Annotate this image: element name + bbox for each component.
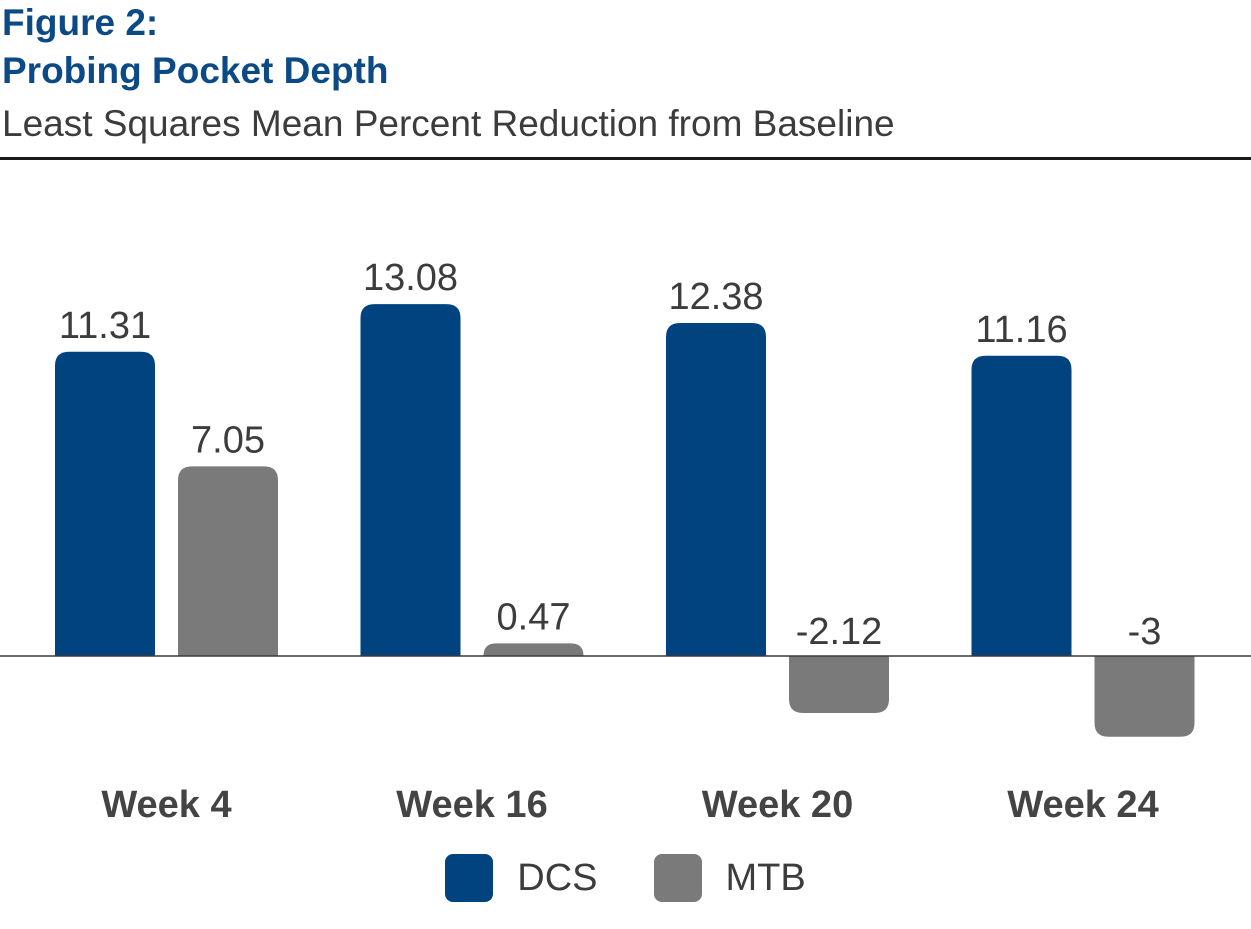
legend: DCS MTB: [0, 850, 1251, 906]
bar-dcs-week-16: [360, 304, 461, 656]
value-label-dcs-week-16: 13.08: [363, 257, 458, 299]
bar-dcs-week-24: [971, 355, 1072, 656]
legend-item-dcs: DCS: [445, 854, 598, 902]
bar-mtb-week-20: [789, 656, 889, 714]
title-divider: [0, 157, 1251, 160]
category-label-week-24: Week 24: [1007, 784, 1158, 826]
value-label-mtb-week-16: 0.47: [497, 596, 571, 638]
value-label-dcs-week-24: 11.16: [975, 309, 1067, 351]
legend-swatch-mtb: [653, 854, 702, 902]
bar-dcs-week-20: [666, 322, 766, 656]
value-label-dcs-week-4: 11.31: [59, 305, 151, 347]
category-label-week-4: Week 4: [101, 784, 231, 826]
figure-label: Figure 2:: [2, 2, 159, 43]
legend-swatch-dcs: [445, 854, 494, 902]
category-label-week-20: Week 20: [702, 784, 853, 826]
bar-dcs-week-4: [55, 351, 155, 656]
bar-mtb-week-4: [178, 466, 278, 656]
value-label-mtb-week-20: -2.12: [796, 611, 883, 653]
value-label-mtb-week-24: -3: [1128, 611, 1162, 653]
legend-item-mtb: MTB: [653, 854, 806, 902]
value-label-dcs-week-20: 12.38: [668, 276, 763, 318]
bar-mtb-week-24: [1094, 656, 1195, 737]
category-label-week-16: Week 16: [396, 784, 547, 826]
chart-title: Probing Pocket Depth: [2, 50, 389, 91]
bar-mtb-week-16: [483, 643, 584, 656]
value-label-mtb-week-4: 7.05: [191, 419, 265, 461]
chart-subtitle: Least Squares Mean Percent Reduction fro…: [2, 103, 895, 144]
legend-label-mtb: MTB: [725, 856, 806, 899]
legend-label-dcs: DCS: [517, 856, 598, 899]
